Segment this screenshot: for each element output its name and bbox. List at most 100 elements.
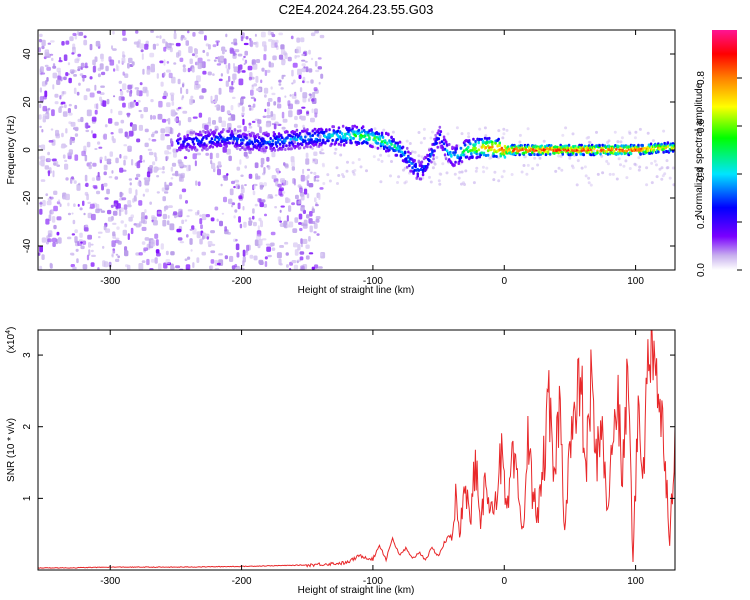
heatmap-cell bbox=[119, 88, 122, 92]
heatmap-cell bbox=[359, 133, 363, 137]
heatmap-cell bbox=[238, 78, 244, 86]
heatmap-cell bbox=[281, 111, 285, 119]
heatmap-cell bbox=[442, 142, 446, 146]
heatmap-cell bbox=[211, 162, 216, 169]
heatmap-cell bbox=[111, 135, 114, 141]
heatmap-cell bbox=[108, 176, 113, 179]
heatmap-cell bbox=[152, 43, 156, 50]
heatmap-cell bbox=[420, 160, 424, 164]
heatmap-cell bbox=[316, 133, 320, 137]
heatmap-cell bbox=[306, 193, 310, 199]
heatmap-cell bbox=[190, 95, 194, 99]
heatmap-cell bbox=[237, 70, 241, 74]
heatmap-cell bbox=[294, 100, 300, 105]
heatmap-cell bbox=[571, 148, 574, 152]
heatmap-cell bbox=[245, 250, 249, 256]
heatmap-cell bbox=[88, 242, 91, 248]
heatmap-cell bbox=[42, 200, 46, 207]
heatmap-cell bbox=[131, 159, 134, 166]
heatmap-cell bbox=[435, 156, 439, 159]
heatmap-cell bbox=[41, 254, 45, 260]
heatmap-cell bbox=[231, 204, 234, 208]
heatmap-cell bbox=[84, 122, 88, 129]
heatmap-cell bbox=[71, 212, 74, 215]
heatmap-cell bbox=[457, 176, 461, 180]
heatmap-cell bbox=[202, 49, 206, 53]
heatmap-cell bbox=[208, 117, 211, 124]
heatmap-cell bbox=[202, 129, 205, 133]
x-tick-label: 100 bbox=[627, 576, 644, 587]
heatmap-cell bbox=[44, 49, 50, 57]
heatmap-cell bbox=[70, 264, 75, 268]
heatmap-cell bbox=[356, 132, 360, 136]
heatmap-cell bbox=[548, 152, 552, 156]
heatmap-cell bbox=[320, 148, 324, 152]
heatmap-cell bbox=[176, 52, 180, 58]
heatmap-cell bbox=[297, 68, 302, 76]
heatmap-cell bbox=[111, 254, 114, 257]
heatmap-cell bbox=[64, 159, 68, 162]
heatmap-cell bbox=[408, 142, 412, 145]
heatmap-cell bbox=[166, 220, 170, 226]
heatmap-cell bbox=[118, 80, 122, 84]
heatmap-cell bbox=[150, 99, 154, 103]
heatmap-cell bbox=[213, 138, 217, 142]
heatmap-cell bbox=[446, 132, 450, 136]
heatmap-cell bbox=[249, 220, 253, 224]
heatmap-cell bbox=[500, 175, 504, 179]
heatmap-cell bbox=[243, 151, 248, 157]
heatmap-cell bbox=[47, 230, 53, 238]
heatmap-cell bbox=[346, 137, 349, 141]
heatmap-cell bbox=[191, 66, 195, 73]
heatmap-cell bbox=[224, 226, 227, 232]
heatmap-cell bbox=[222, 137, 225, 141]
heatmap-cell bbox=[362, 140, 366, 144]
heatmap-cell bbox=[234, 179, 240, 183]
heatmap-cell bbox=[611, 172, 615, 176]
heatmap-cell bbox=[260, 220, 263, 228]
heatmap-cell bbox=[96, 103, 99, 110]
heatmap-cell bbox=[125, 264, 129, 268]
heatmap-cell bbox=[104, 124, 108, 128]
heatmap-cell bbox=[210, 250, 216, 254]
heatmap-cell bbox=[79, 232, 83, 238]
heatmap-cell bbox=[209, 128, 212, 132]
heatmap-cell bbox=[256, 133, 260, 137]
heatmap-cell bbox=[620, 152, 623, 156]
heatmap-cell bbox=[221, 120, 226, 128]
heatmap-cell bbox=[259, 184, 264, 190]
heatmap-cell bbox=[149, 52, 155, 58]
heatmap-cell bbox=[154, 130, 159, 134]
heatmap-cell bbox=[115, 64, 118, 71]
heatmap-cell bbox=[129, 182, 132, 186]
heatmap-cell bbox=[323, 130, 326, 134]
heatmap-cell bbox=[604, 145, 608, 149]
heatmap-cell bbox=[97, 141, 101, 145]
heatmap-cell bbox=[272, 55, 277, 61]
heatmap-cell bbox=[281, 126, 286, 130]
heatmap-cell bbox=[92, 65, 96, 73]
heatmap-cell bbox=[557, 166, 561, 170]
heatmap-cell bbox=[40, 72, 46, 75]
heatmap-cell bbox=[136, 173, 141, 178]
heatmap-cell bbox=[186, 215, 190, 218]
heatmap-cell bbox=[240, 96, 246, 99]
heatmap-cell bbox=[565, 149, 569, 152]
heatmap-cell bbox=[248, 142, 251, 146]
heatmap-cell bbox=[365, 137, 368, 141]
heatmap-cell bbox=[61, 41, 65, 46]
heatmap-cell bbox=[92, 59, 96, 66]
heatmap-cell bbox=[526, 163, 530, 167]
heatmap-cell bbox=[228, 155, 232, 162]
heatmap-cell bbox=[138, 124, 143, 131]
heatmap-cell bbox=[224, 138, 227, 142]
heatmap-cell bbox=[350, 136, 353, 140]
heatmap-cell bbox=[39, 125, 42, 128]
heatmap-cell bbox=[663, 172, 667, 176]
heatmap-cell bbox=[178, 208, 183, 216]
heatmap-cell bbox=[263, 87, 269, 94]
heatmap-cell bbox=[98, 236, 101, 239]
heatmap-cell bbox=[195, 84, 201, 89]
heatmap-cell bbox=[270, 41, 276, 48]
heatmap-cell bbox=[256, 140, 260, 143]
